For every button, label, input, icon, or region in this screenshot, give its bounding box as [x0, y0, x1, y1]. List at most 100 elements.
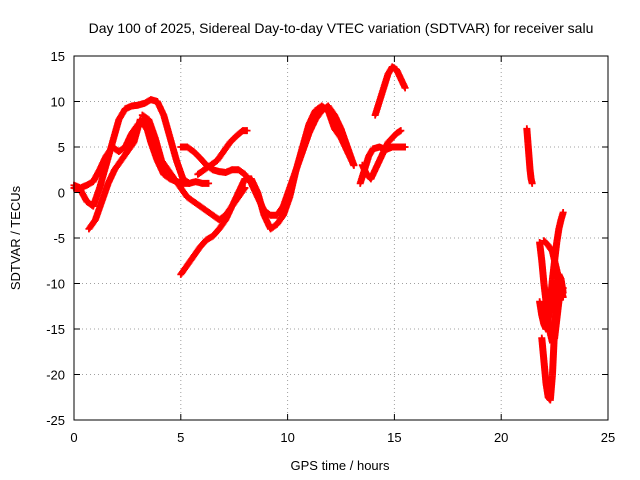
- marker-trail: [553, 226, 563, 245]
- marker-trail: [557, 286, 567, 300]
- data-point: [158, 157, 166, 165]
- series-track-o: [540, 237, 567, 301]
- data-point: [160, 170, 168, 178]
- marker-trail: [385, 135, 395, 145]
- y-tick-label: 10: [51, 95, 65, 110]
- data-point: [128, 129, 136, 137]
- y-axis-label: SDTVAR / TECUs: [8, 185, 23, 290]
- data-point: [177, 184, 185, 192]
- data-point: [108, 143, 116, 151]
- data-point: [177, 270, 185, 278]
- marker-trail: [541, 238, 551, 248]
- marker-trail: [538, 336, 548, 363]
- data-point: [318, 102, 326, 110]
- marker-trail: [523, 126, 532, 145]
- data-point: [205, 179, 213, 187]
- grid: [74, 56, 608, 420]
- data-point: [232, 132, 240, 140]
- marker-trail: [549, 327, 559, 377]
- y-tick-label: 15: [51, 49, 65, 64]
- series-track-k: [523, 125, 536, 187]
- data-point: [220, 148, 228, 156]
- data-point: [384, 138, 392, 146]
- y-tick-label: 5: [58, 140, 65, 155]
- y-tick-label: -10: [46, 277, 65, 292]
- data-point: [183, 193, 191, 201]
- data-point: [388, 134, 396, 142]
- data-point: [350, 161, 358, 169]
- marker-trail: [546, 372, 556, 402]
- data-point: [273, 220, 281, 228]
- series-track-g: [194, 127, 251, 178]
- y-tick-label: -5: [53, 231, 65, 246]
- marker-trail: [160, 113, 174, 140]
- marker-trail: [389, 130, 399, 141]
- data-point: [331, 125, 339, 133]
- data-point: [559, 209, 567, 217]
- data-point: [123, 148, 131, 156]
- data-point: [397, 127, 405, 135]
- marker-trail: [524, 140, 533, 159]
- data-point: [213, 157, 221, 165]
- marker-trail: [293, 145, 306, 172]
- data-point: [215, 216, 223, 224]
- data-point: [318, 107, 326, 115]
- data-point: [190, 252, 198, 260]
- data-point: [540, 237, 548, 245]
- data-point: [273, 211, 281, 219]
- data-point: [207, 161, 215, 169]
- data-point: [85, 225, 93, 233]
- marker-trail: [286, 167, 300, 200]
- marker-trail: [536, 299, 546, 318]
- y-tick-label: -25: [46, 413, 65, 428]
- data-point: [209, 232, 217, 240]
- x-tick-label: 15: [387, 430, 401, 445]
- data-point: [190, 148, 198, 156]
- data-point: [194, 170, 202, 178]
- data-point: [138, 111, 146, 119]
- data-point: [363, 170, 371, 178]
- data-point: [311, 107, 319, 115]
- marker-trail: [540, 358, 550, 386]
- marker-trail: [96, 163, 110, 190]
- marker-trail: [536, 240, 546, 263]
- data-point: [202, 207, 210, 215]
- data-point: [164, 166, 172, 174]
- marker-trail: [109, 117, 122, 145]
- data-point: [528, 179, 536, 187]
- data-point: [115, 148, 123, 156]
- data-points: [70, 63, 567, 404]
- marker-trail: [549, 249, 560, 272]
- data-point: [143, 125, 151, 133]
- marker-trail: [167, 135, 180, 163]
- data-point: [183, 143, 191, 151]
- data-point: [324, 102, 332, 110]
- x-tick-label: 25: [601, 430, 615, 445]
- marker-trail: [542, 299, 552, 322]
- marker-trail: [538, 258, 548, 286]
- series-track-i: [358, 127, 405, 183]
- data-point: [183, 261, 191, 269]
- data-point: [311, 116, 319, 124]
- data-point: [111, 166, 119, 174]
- marker-trail: [299, 122, 313, 149]
- marker-trail: [551, 295, 561, 331]
- x-tick-label: 10: [280, 430, 294, 445]
- data-point: [209, 211, 217, 219]
- x-tick-label: 20: [494, 430, 508, 445]
- data-point: [241, 170, 249, 178]
- marker-trail: [152, 135, 165, 163]
- data-point: [170, 175, 178, 183]
- series-track-j: [371, 63, 409, 119]
- data-point: [401, 84, 409, 92]
- data-point: [200, 166, 208, 174]
- y-tick-label: -20: [46, 368, 65, 383]
- x-axis-label: GPS time / hours: [291, 458, 390, 473]
- data-point: [241, 184, 249, 192]
- data-point: [267, 225, 275, 233]
- axis-ticks: 0 5 10 15 20 25 -25 -20 -15 -10 -5 0 5 10 15: [46, 49, 615, 445]
- series-track-f: [177, 102, 358, 278]
- data-point: [196, 202, 204, 210]
